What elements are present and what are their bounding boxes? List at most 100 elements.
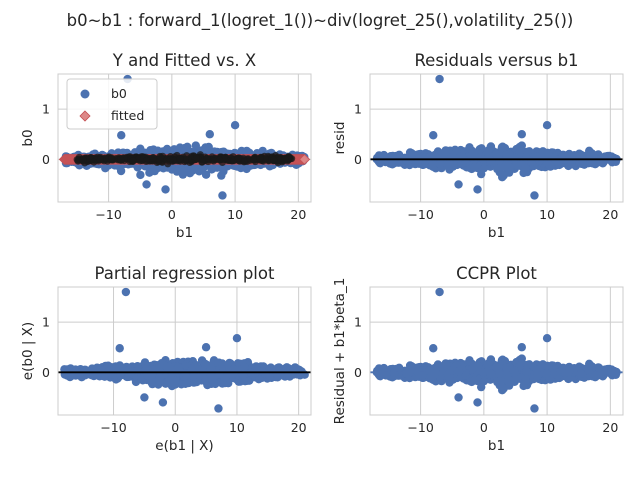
data-point	[260, 369, 270, 378]
overplot-point	[270, 156, 278, 164]
x-axis-label: e(b1 | X)	[155, 438, 213, 454]
plot-marks	[58, 287, 311, 413]
figure-suptitle: b0~b1 : forward_1(logret_1())~div(logret…	[67, 11, 574, 31]
y-tick-label: 0	[354, 152, 362, 167]
x-tick-label: 0	[480, 207, 488, 222]
x-tick-label: 10	[229, 420, 245, 435]
data-point	[116, 166, 126, 176]
overplot-point	[281, 156, 289, 164]
data-point-outlier	[429, 131, 438, 140]
legend-marker-b0	[80, 89, 90, 99]
data-point	[492, 150, 501, 159]
data-point	[155, 376, 164, 385]
y-axis-label: e(b0 | X)	[20, 322, 36, 380]
data-point	[240, 362, 249, 372]
data-point-outlier	[205, 130, 214, 139]
data-point	[395, 150, 404, 159]
data-point	[495, 156, 504, 166]
data-point-outlier	[232, 334, 242, 343]
overplot-point	[198, 158, 206, 166]
x-tick-label: −10	[100, 420, 126, 435]
data-point	[147, 371, 156, 380]
axes-frame	[57, 73, 312, 203]
data-point	[78, 366, 88, 376]
x-tick-label: 10	[227, 207, 243, 222]
data-point	[521, 163, 530, 172]
data-point	[145, 168, 154, 177]
data-point-outlier	[201, 343, 211, 352]
y-tick-label: 1	[42, 315, 50, 330]
legend: b0 fitted	[66, 78, 158, 130]
data-point	[483, 146, 493, 155]
overplot-point	[90, 158, 98, 166]
legend-label-fitted: fitted	[111, 108, 144, 123]
plot-marks	[370, 74, 623, 200]
y-tick-label: 1	[42, 102, 50, 117]
data-point	[240, 377, 250, 386]
data-point	[110, 364, 120, 373]
legend-label-b0: b0	[111, 86, 127, 101]
overplot-point	[108, 154, 116, 162]
data-point-outlier	[530, 191, 539, 200]
x-tick-label: 20	[290, 207, 306, 222]
data-point-outlier	[121, 287, 131, 297]
data-point	[191, 141, 200, 150]
data-point	[497, 170, 506, 179]
data-point	[436, 159, 445, 169]
data-point	[118, 366, 128, 375]
data-point-outlier	[454, 180, 463, 189]
data-point-outlier	[214, 404, 223, 413]
data-point	[607, 153, 616, 163]
plot-area	[370, 287, 623, 415]
overplot-point	[176, 155, 184, 163]
data-point	[171, 377, 180, 386]
data-point-outlier	[218, 191, 227, 200]
y-axis-label: resid	[332, 122, 348, 155]
data-point	[468, 150, 478, 159]
x-axis-label: b1	[176, 225, 193, 241]
data-point	[544, 150, 553, 159]
overplot-point	[261, 155, 269, 163]
data-point	[174, 363, 183, 372]
y-tick-label: 0	[42, 152, 50, 167]
data-point-outlier	[230, 121, 240, 130]
x-tick-label: 10	[539, 207, 555, 222]
overplot-point	[216, 156, 224, 164]
x-axis-label: b1	[488, 225, 505, 241]
data-point	[454, 154, 464, 163]
x-tick-label: −10	[407, 207, 433, 222]
y-axis-label: b0	[20, 129, 36, 146]
x-tick-label: 0	[168, 207, 176, 222]
data-point	[599, 153, 608, 162]
y-tick-label: 0	[42, 365, 50, 380]
data-point	[523, 147, 532, 157]
data-point	[229, 369, 238, 378]
data-point	[238, 370, 248, 379]
data-point	[470, 162, 479, 172]
data-point-outlier	[161, 185, 170, 194]
plot-area	[370, 74, 623, 202]
plot-marks	[58, 74, 311, 200]
data-point	[185, 169, 195, 178]
overplot-point	[181, 155, 189, 163]
overplot-point	[210, 157, 218, 165]
data-point	[163, 363, 172, 372]
x-tick-label: 20	[602, 207, 618, 222]
data-point	[502, 150, 511, 160]
data-point	[429, 160, 438, 169]
data-point	[206, 364, 216, 373]
legend-marker-fitted	[79, 110, 91, 122]
data-point-outlier	[115, 344, 124, 353]
panel-title: Partial regression plot	[95, 264, 275, 283]
data-point	[201, 170, 211, 179]
overplot-point	[96, 156, 104, 163]
data-point-outlier	[473, 185, 482, 194]
axes-frame	[369, 73, 624, 203]
overplot-point	[240, 158, 248, 166]
overplot-point	[143, 157, 150, 164]
data-point	[279, 365, 288, 374]
